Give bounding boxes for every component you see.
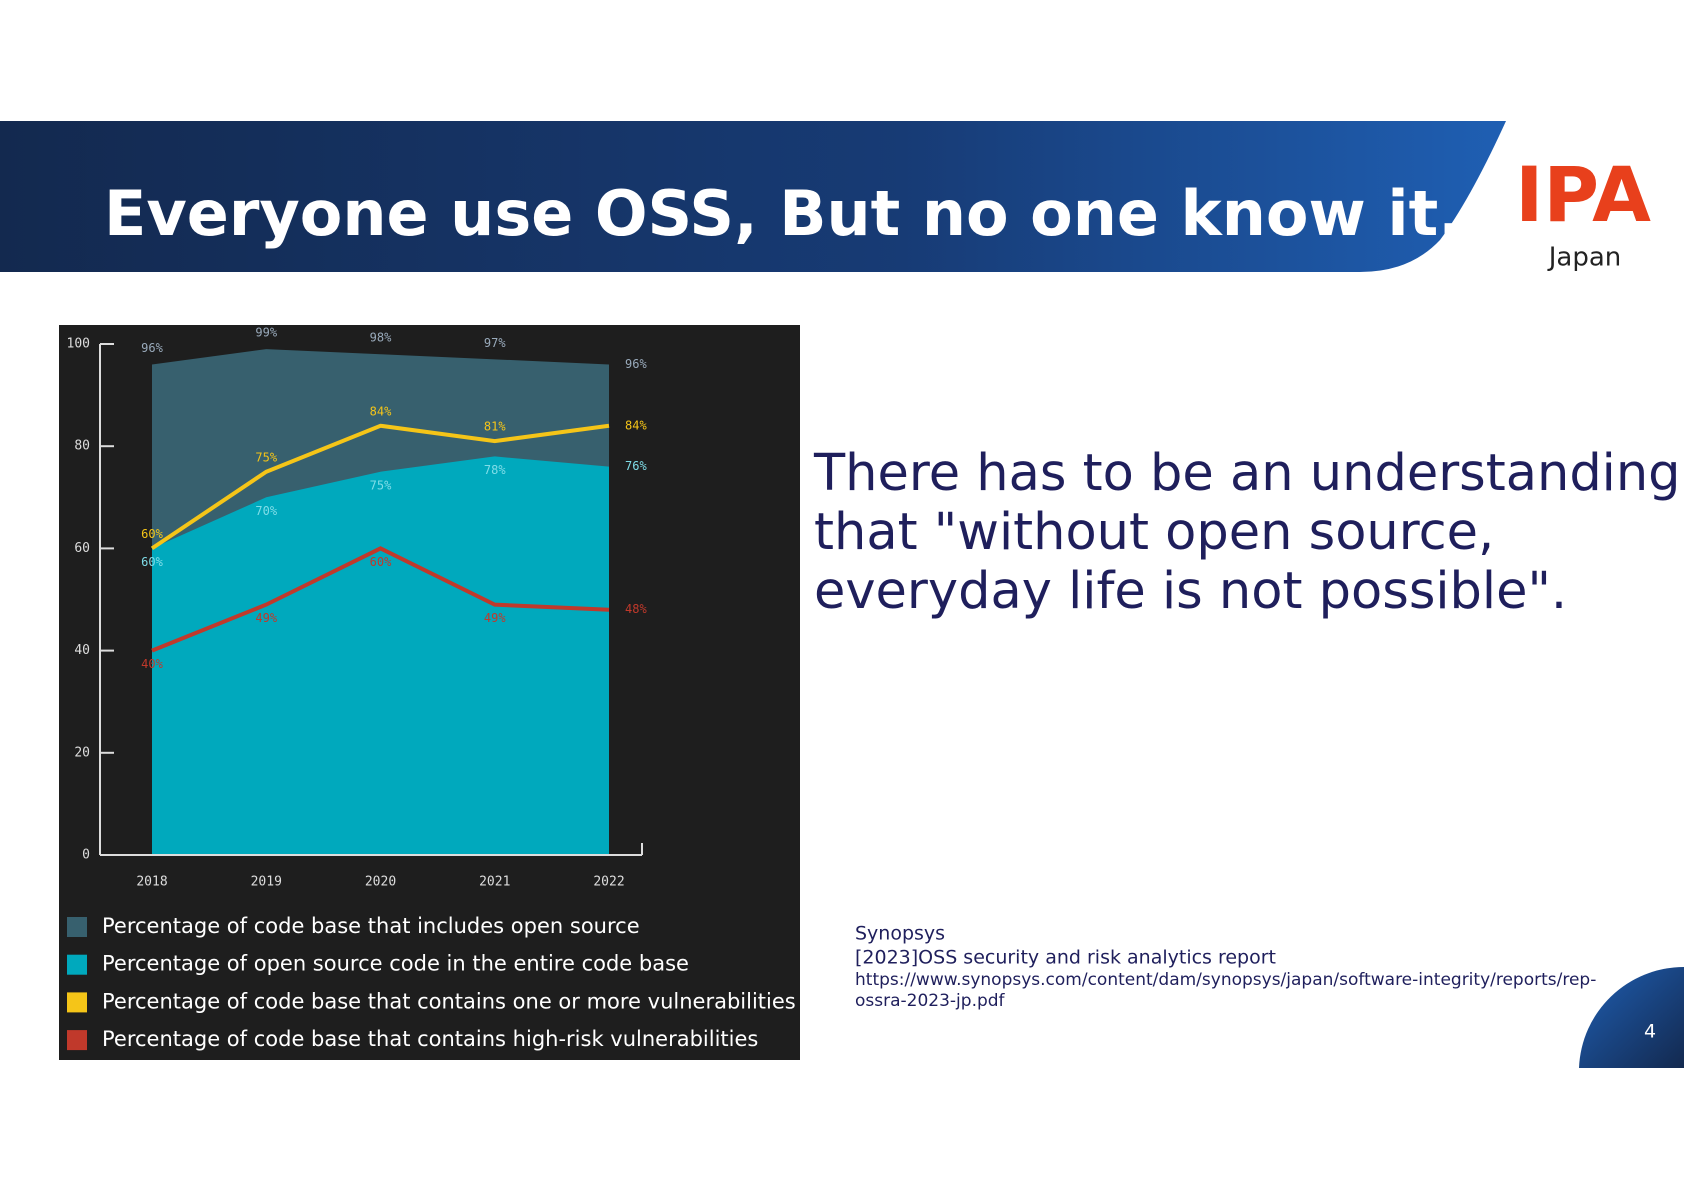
value-label: 40%	[141, 657, 163, 671]
line	[150, 423, 610, 551]
value-label: 78%	[484, 463, 506, 477]
value-label: 98%	[370, 331, 392, 345]
legend-swatch	[67, 992, 87, 1013]
x-tick-label: 2018	[136, 875, 167, 890]
legend-swatch	[67, 917, 87, 937]
legend-label: Percentage of code base that contains on…	[102, 989, 796, 1013]
source: Synopsys[2023]OSS security and risk anal…	[855, 923, 1596, 1012]
body-line: everyday life is not possible".	[814, 562, 1567, 621]
value-label: 60%	[141, 527, 163, 541]
y-tick-label: 100	[67, 337, 90, 352]
line	[151, 546, 610, 653]
value-label: 96%	[141, 341, 163, 355]
logo-sub: Japan	[1547, 243, 1622, 273]
page-number: 4	[1644, 1021, 1656, 1043]
x-tick-label: 2019	[251, 875, 282, 890]
value-label: 75%	[370, 478, 392, 492]
value-label: 84%	[370, 404, 392, 418]
source-line: Synopsys	[855, 923, 945, 945]
logo: IPA	[1515, 150, 1651, 239]
value-label: 48%	[625, 602, 647, 616]
y-tick-label: 60	[74, 541, 90, 556]
value-label: 60%	[141, 555, 163, 569]
y-tick-label: 40	[74, 643, 90, 658]
value-label: 70%	[255, 504, 277, 518]
slide-title: Everyone use OSS, But no one know it.	[104, 177, 1462, 250]
value-label: 96%	[625, 357, 647, 371]
area	[152, 456, 609, 855]
value-label: 99%	[255, 326, 277, 340]
x-tick-label: 2021	[479, 875, 510, 890]
legend-label: Percentage of code base that includes op…	[102, 914, 640, 938]
body-line: that "without open source,	[814, 503, 1494, 562]
legend-swatch	[67, 1030, 87, 1051]
y-tick-label: 0	[82, 848, 90, 863]
value-label: 75%	[255, 450, 277, 464]
legend-label: Percentage of open source code in the en…	[102, 952, 689, 976]
legend-label: Percentage of code base that contains hi…	[102, 1027, 758, 1051]
value-label: 60%	[370, 555, 392, 569]
body-line: There has to be an understanding	[813, 444, 1681, 503]
value-label: 81%	[484, 420, 506, 434]
x-tick-label: 2020	[365, 875, 396, 890]
value-label: 49%	[255, 611, 277, 625]
x-tick-label: 2022	[593, 875, 624, 890]
legend-swatch	[67, 954, 87, 975]
source-line: ossra-2023-jp.pdf	[855, 991, 1006, 1011]
value-label: 97%	[484, 336, 506, 350]
source-line: [2023]OSS security and risk analytics re…	[855, 947, 1276, 969]
value-label: 84%	[625, 418, 647, 432]
y-tick-label: 20	[74, 745, 90, 760]
value-label: 49%	[484, 611, 506, 625]
y-tick-label: 80	[74, 439, 90, 454]
header-banner	[0, 121, 1506, 272]
page-corner	[1579, 967, 1684, 1068]
source-line: https://www.synopsys.com/content/dam/syn…	[855, 970, 1596, 990]
value-label: 76%	[625, 459, 647, 473]
